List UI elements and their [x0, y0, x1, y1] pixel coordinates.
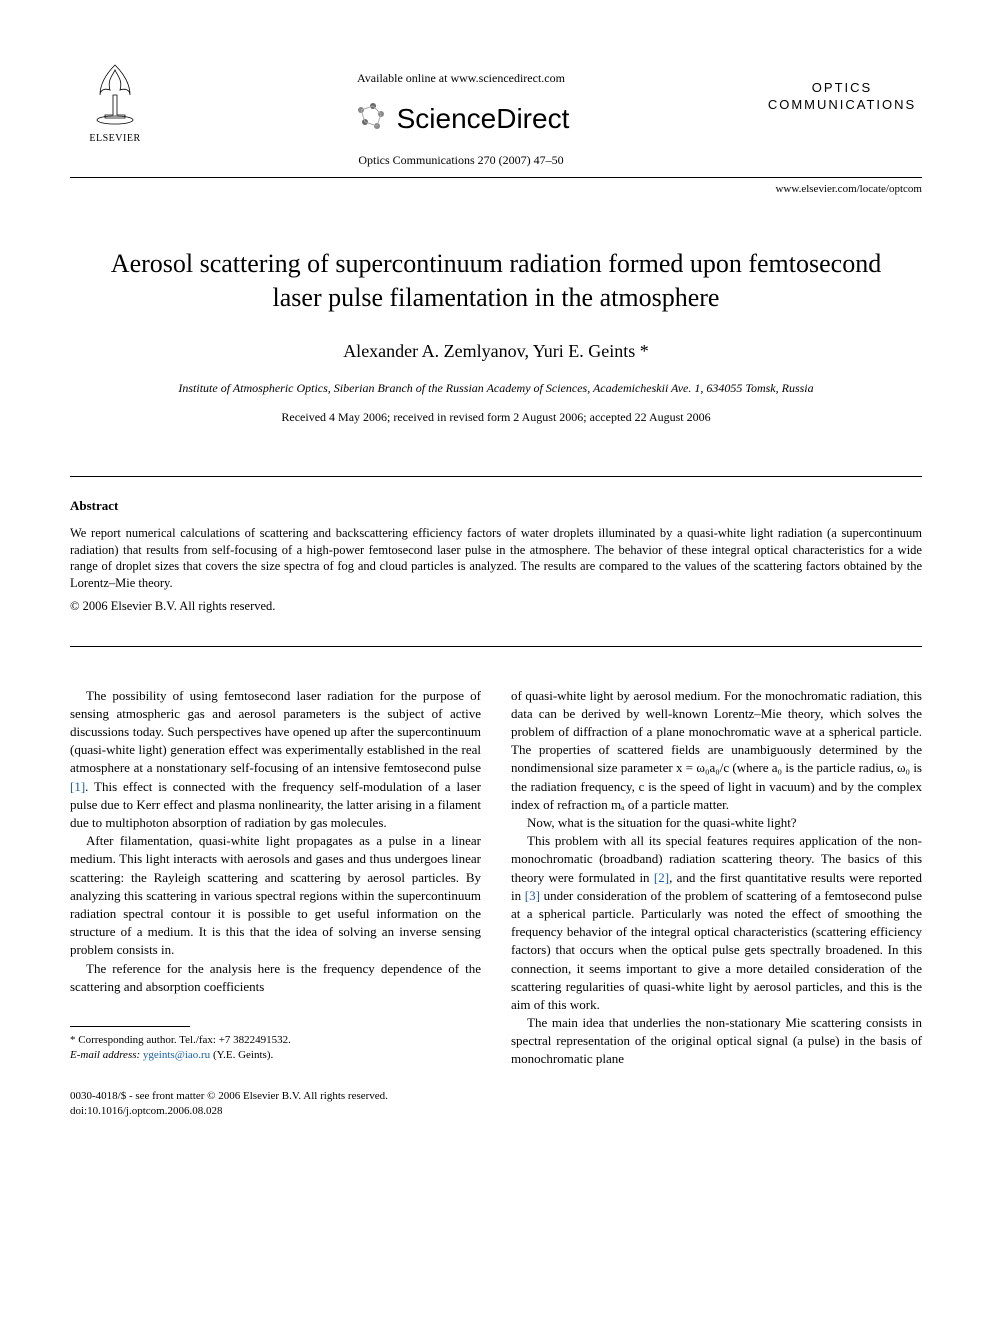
- footer: 0030-4018/$ - see front matter © 2006 El…: [70, 1089, 922, 1120]
- footnote-separator: [70, 1026, 190, 1027]
- right-column: of quasi-white light by aerosol medium. …: [511, 687, 922, 1069]
- abstract-divider-top: [70, 476, 922, 477]
- abstract-copyright: © 2006 Elsevier B.V. All rights reserved…: [70, 598, 922, 616]
- journal-url: www.elsevier.com/locate/optcom: [70, 182, 922, 197]
- center-header: Available online at www.sciencedirect.co…: [160, 60, 762, 169]
- affiliation: Institute of Atmospheric Optics, Siberia…: [70, 380, 922, 397]
- elsevier-tree-icon: [85, 60, 145, 130]
- abstract-text: We report numerical calculations of scat…: [70, 525, 922, 593]
- page-header: ELSEVIER Available online at www.science…: [70, 60, 922, 169]
- abstract-heading: Abstract: [70, 497, 922, 515]
- journal-name: OPTICS COMMUNICATIONS: [762, 80, 922, 114]
- left-column: The possibility of using femtosecond las…: [70, 687, 481, 1069]
- authors: Alexander A. Zemlyanov, Yuri E. Geints *: [70, 339, 922, 364]
- article-title: Aerosol scattering of supercontinuum rad…: [110, 247, 882, 315]
- header-rule-top: [70, 177, 922, 178]
- footer-doi: doi:10.1016/j.optcom.2006.08.028: [70, 1104, 922, 1119]
- body-paragraph: The main idea that underlies the non-sta…: [511, 1014, 922, 1069]
- body-paragraph: Now, what is the situation for the quasi…: [511, 814, 922, 832]
- body-paragraph: of quasi-white light by aerosol medium. …: [511, 687, 922, 814]
- citation-link[interactable]: [3]: [525, 888, 540, 903]
- available-online-text: Available online at www.sciencedirect.co…: [160, 70, 762, 87]
- elsevier-logo-block: ELSEVIER: [70, 60, 160, 146]
- email-label: E-mail address:: [70, 1049, 140, 1061]
- citation-link[interactable]: [2]: [654, 870, 669, 885]
- corresponding-author-footnote: * Corresponding author. Tel./fax: +7 382…: [70, 1033, 481, 1064]
- footnote-corr: * Corresponding author. Tel./fax: +7 382…: [70, 1033, 481, 1048]
- sciencedirect-icon: [353, 100, 389, 136]
- journal-name-line2: COMMUNICATIONS: [768, 97, 916, 112]
- footer-line1: 0030-4018/$ - see front matter © 2006 El…: [70, 1089, 922, 1104]
- body-paragraph: The reference for the analysis here is t…: [70, 960, 481, 996]
- journal-reference: Optics Communications 270 (2007) 47–50: [160, 152, 762, 169]
- body-paragraph: After filamentation, quasi-white light p…: [70, 832, 481, 959]
- sciencedirect-logo: ScienceDirect: [160, 99, 762, 138]
- elsevier-label: ELSEVIER: [89, 132, 140, 146]
- body-paragraph: This problem with all its special featur…: [511, 832, 922, 1014]
- footnote-email-line: E-mail address: ygeints@iao.ru (Y.E. Gei…: [70, 1048, 481, 1063]
- journal-name-line1: OPTICS: [812, 80, 872, 95]
- article-dates: Received 4 May 2006; received in revised…: [70, 409, 922, 426]
- body-columns: The possibility of using femtosecond las…: [70, 687, 922, 1069]
- abstract-divider-bottom: [70, 646, 922, 647]
- right-header: OPTICS COMMUNICATIONS: [762, 60, 922, 144]
- email-link[interactable]: ygeints@iao.ru: [143, 1049, 210, 1061]
- body-paragraph: The possibility of using femtosecond las…: [70, 687, 481, 833]
- email-suffix: (Y.E. Geints).: [213, 1049, 273, 1061]
- citation-link[interactable]: [1]: [70, 779, 85, 794]
- sciencedirect-text: ScienceDirect: [397, 99, 570, 138]
